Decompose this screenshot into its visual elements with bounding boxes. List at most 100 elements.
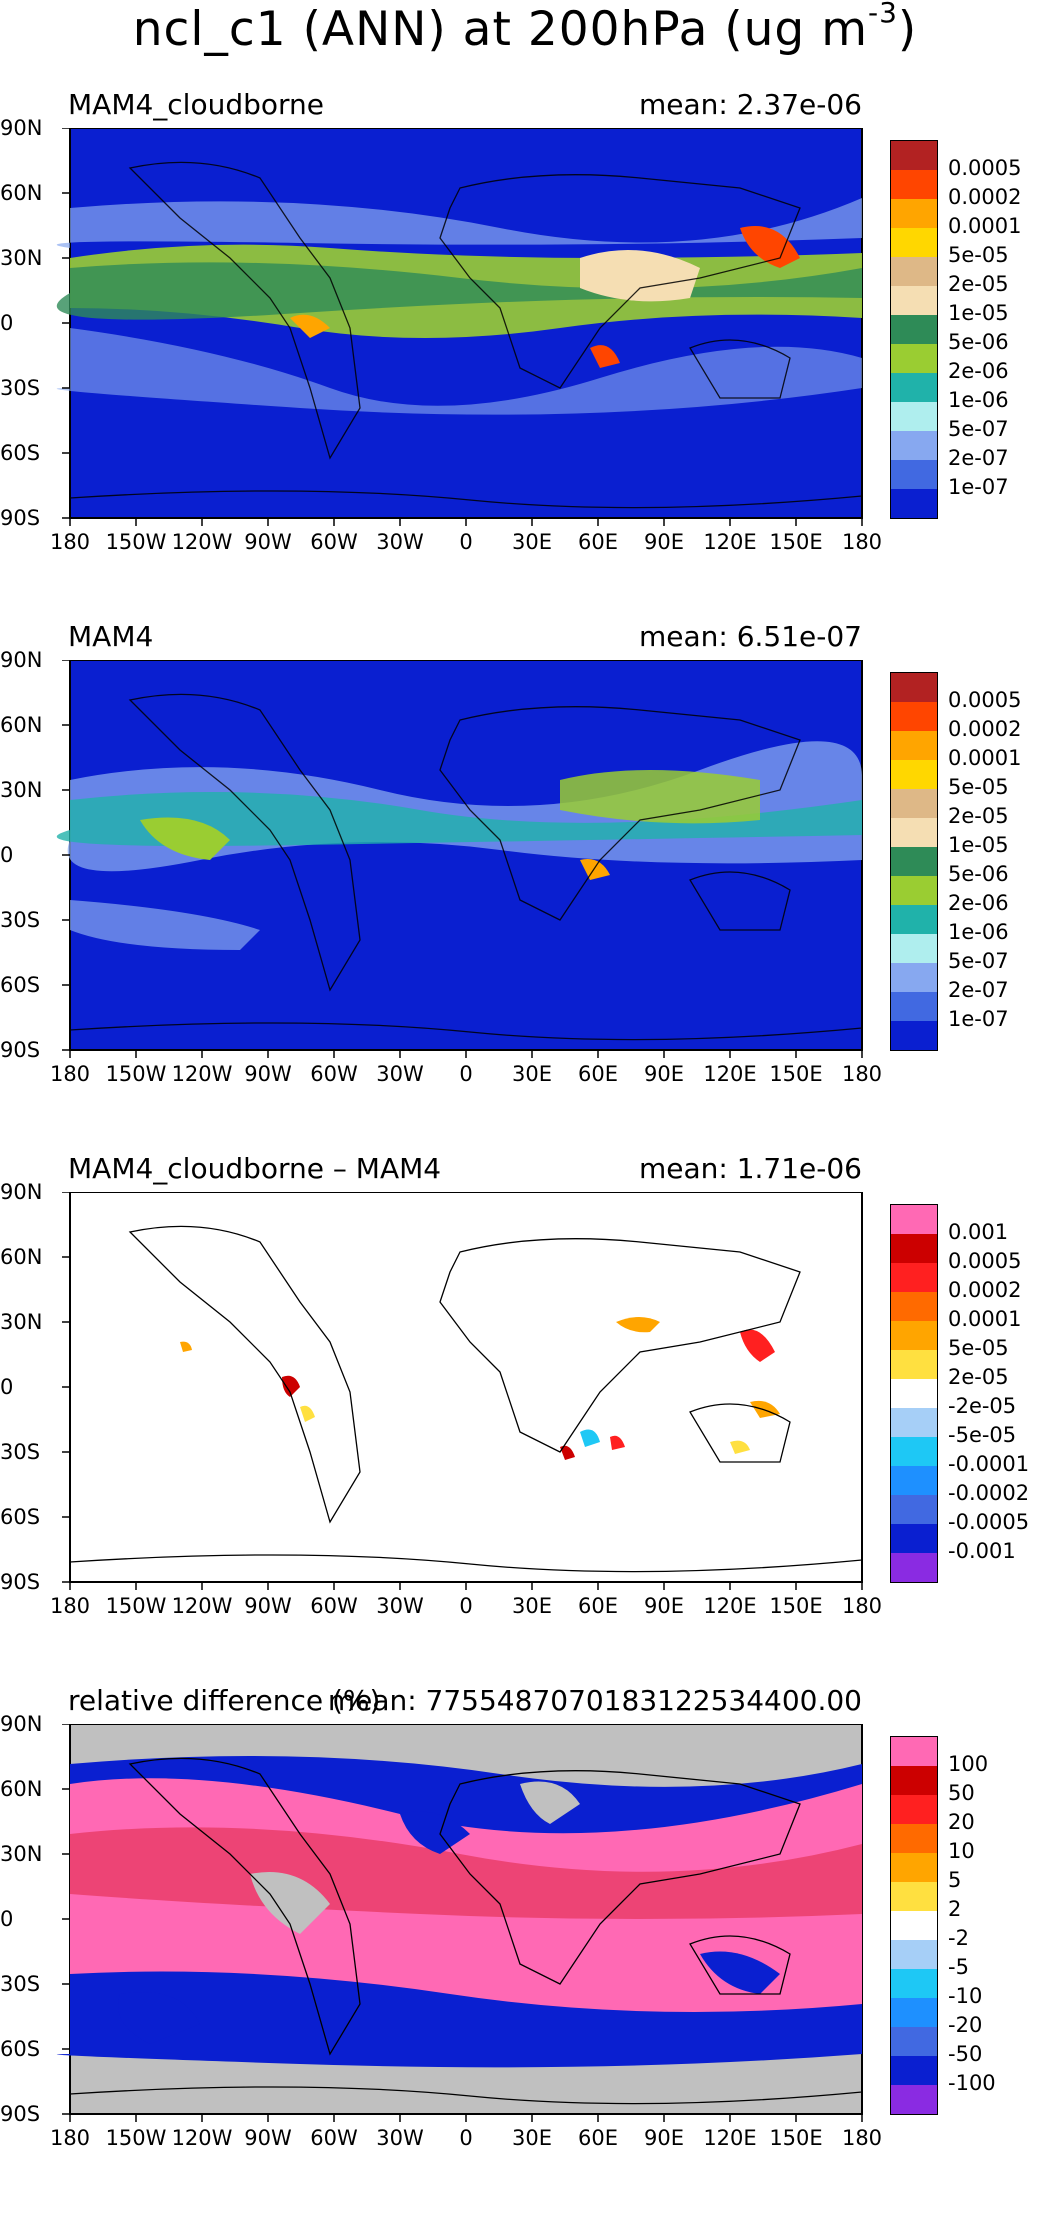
colorbar-swatch (891, 228, 937, 257)
colorbar-swatch (891, 199, 937, 228)
longitude-tick-label: 180 (841, 1062, 883, 1086)
colorbar-swatch (891, 1466, 937, 1495)
longitude-tick-label: 30E (512, 530, 552, 554)
colorbar-label: -20 (948, 2013, 983, 2037)
panel-mean: mean: 1.71e-06 (638, 1152, 862, 1185)
panel-mean: mean: 6.51e-07 (638, 620, 862, 653)
colorbar-label: -0.0001 (948, 1452, 1030, 1476)
panel-title: MAM4_cloudborne (68, 88, 325, 121)
longitude-tick-label: 30W (376, 1594, 424, 1618)
colorbar-label: 0.0005 (948, 156, 1022, 180)
colorbar-label: 2e-06 (948, 359, 1009, 383)
map-panel-cloudborne: MAM4_cloudborne mean: 2.37e-06 0.0005 0.0… (0, 88, 1050, 618)
longitude-tick-label: 150E (769, 2126, 823, 2150)
colorbar-label: 1e-05 (948, 833, 1009, 857)
longitude-tick-label: 60E (578, 1594, 618, 1618)
colorbar-swatch (891, 1882, 937, 1911)
colorbar-swatch (891, 460, 937, 489)
latitude-tick-label: 0 (0, 311, 14, 335)
longitude-tick-label: 150W (105, 530, 167, 554)
colorbar-label: 1e-07 (948, 475, 1009, 499)
colorbar-label: 0.001 (948, 1220, 1009, 1244)
colorbar-label: 0.0001 (948, 1307, 1022, 1331)
colorbar-swatch (891, 489, 937, 518)
colorbar-label: -5e-05 (948, 1423, 1017, 1447)
colorbar-swatch (891, 1969, 937, 1998)
map-panel-difference: MAM4_cloudborne – MAM4 mean: 1.71e-06 0.… (0, 1152, 1050, 1682)
longitude-tick-label: 30W (376, 530, 424, 554)
colorbar-swatch (891, 1824, 937, 1853)
longitude-tick-label: 30E (512, 1594, 552, 1618)
colorbar-swatch (891, 673, 937, 702)
colorbar-label: 1e-05 (948, 301, 1009, 325)
colorbar-label: 20 (948, 1810, 975, 1834)
colorbar-swatch (891, 1292, 937, 1321)
latitude-tick-label: 90S (0, 2102, 41, 2126)
colorbar-swatch (891, 373, 937, 402)
colorbar-swatch (891, 818, 937, 847)
colorbar-label: 5e-05 (948, 243, 1009, 267)
latitude-tick-label: 90N (0, 116, 43, 140)
colorbar-label: 5e-06 (948, 330, 1009, 354)
latitude-tick-label: 60S (0, 1505, 41, 1529)
colorbar-label: 5e-05 (948, 1336, 1009, 1360)
longitude-tick-label: 90E (644, 1594, 684, 1618)
colorbar-swatch (891, 1553, 937, 1582)
longitude-tick-label: 120E (703, 1594, 757, 1618)
colorbar-label: 2e-07 (948, 446, 1009, 470)
latitude-tick-label: 90N (0, 648, 43, 672)
colorbar-swatch (891, 1437, 937, 1466)
colorbar-swatch (891, 1853, 937, 1882)
colorbar-swatch (891, 1321, 937, 1350)
colorbar-swatch (891, 1524, 937, 1553)
colorbar-swatch (891, 141, 937, 170)
colorbar-swatch (891, 1408, 937, 1437)
colorbar-swatch (891, 344, 937, 373)
colorbar-label: -10 (948, 1984, 983, 2008)
colorbar-label: 5e-06 (948, 862, 1009, 886)
colorbar-label: 2e-05 (948, 272, 1009, 296)
colorbar-swatch (891, 731, 937, 760)
colorbar-label: 0.0002 (948, 717, 1022, 741)
colorbar-swatches (890, 1204, 938, 1583)
colorbar-swatches (890, 1736, 938, 2115)
colorbar-swatch (891, 1350, 937, 1379)
longitude-tick-label: 30W (376, 1062, 424, 1086)
colorbar-swatch (891, 286, 937, 315)
colorbar-swatch (891, 315, 937, 344)
latitude-tick-label: 30S (0, 376, 41, 400)
latitude-tick-label: 30N (0, 1842, 43, 1866)
longitude-tick-label: 30W (376, 2126, 424, 2150)
longitude-tick-label: 90W (244, 530, 292, 554)
colorbar-label: 100 (948, 1752, 989, 1776)
colorbar-label: -2 (948, 1926, 969, 1950)
latitude-tick-label: 90N (0, 1712, 43, 1736)
colorbar-swatch (891, 170, 937, 199)
latitude-tick-label: 60S (0, 973, 41, 997)
longitude-tick-label: 0 (459, 1062, 473, 1086)
colorbar-swatch (891, 2085, 937, 2114)
latitude-tick-label: 60N (0, 713, 43, 737)
colorbar-label: 1e-06 (948, 388, 1009, 412)
colorbar-swatch (891, 876, 937, 905)
colorbar-swatch (891, 431, 937, 460)
longitude-tick-label: 60E (578, 2126, 618, 2150)
longitude-tick-label: 30E (512, 1062, 552, 1086)
colorbar-swatch (891, 847, 937, 876)
colorbar-swatch (891, 1021, 937, 1050)
colorbar-swatch (891, 1205, 937, 1234)
colorbar-swatch (891, 905, 937, 934)
latitude-tick-label: 0 (0, 1907, 14, 1931)
colorbar-swatch (891, 1795, 937, 1824)
colorbar-swatch (891, 1379, 937, 1408)
longitude-tick-label: 180 (49, 1062, 91, 1086)
colorbar-label: 0.0001 (948, 214, 1022, 238)
colorbar-label: 0.0002 (948, 185, 1022, 209)
longitude-tick-label: 90W (244, 2126, 292, 2150)
colorbar-swatch (891, 1998, 937, 2027)
longitude-tick-label: 120W (171, 2126, 233, 2150)
colorbar-swatches (890, 140, 938, 519)
panel-title: MAM4_cloudborne – MAM4 (68, 1152, 442, 1185)
longitude-tick-label: 0 (459, 530, 473, 554)
panel-mean: mean: 2.37e-06 (638, 88, 862, 121)
